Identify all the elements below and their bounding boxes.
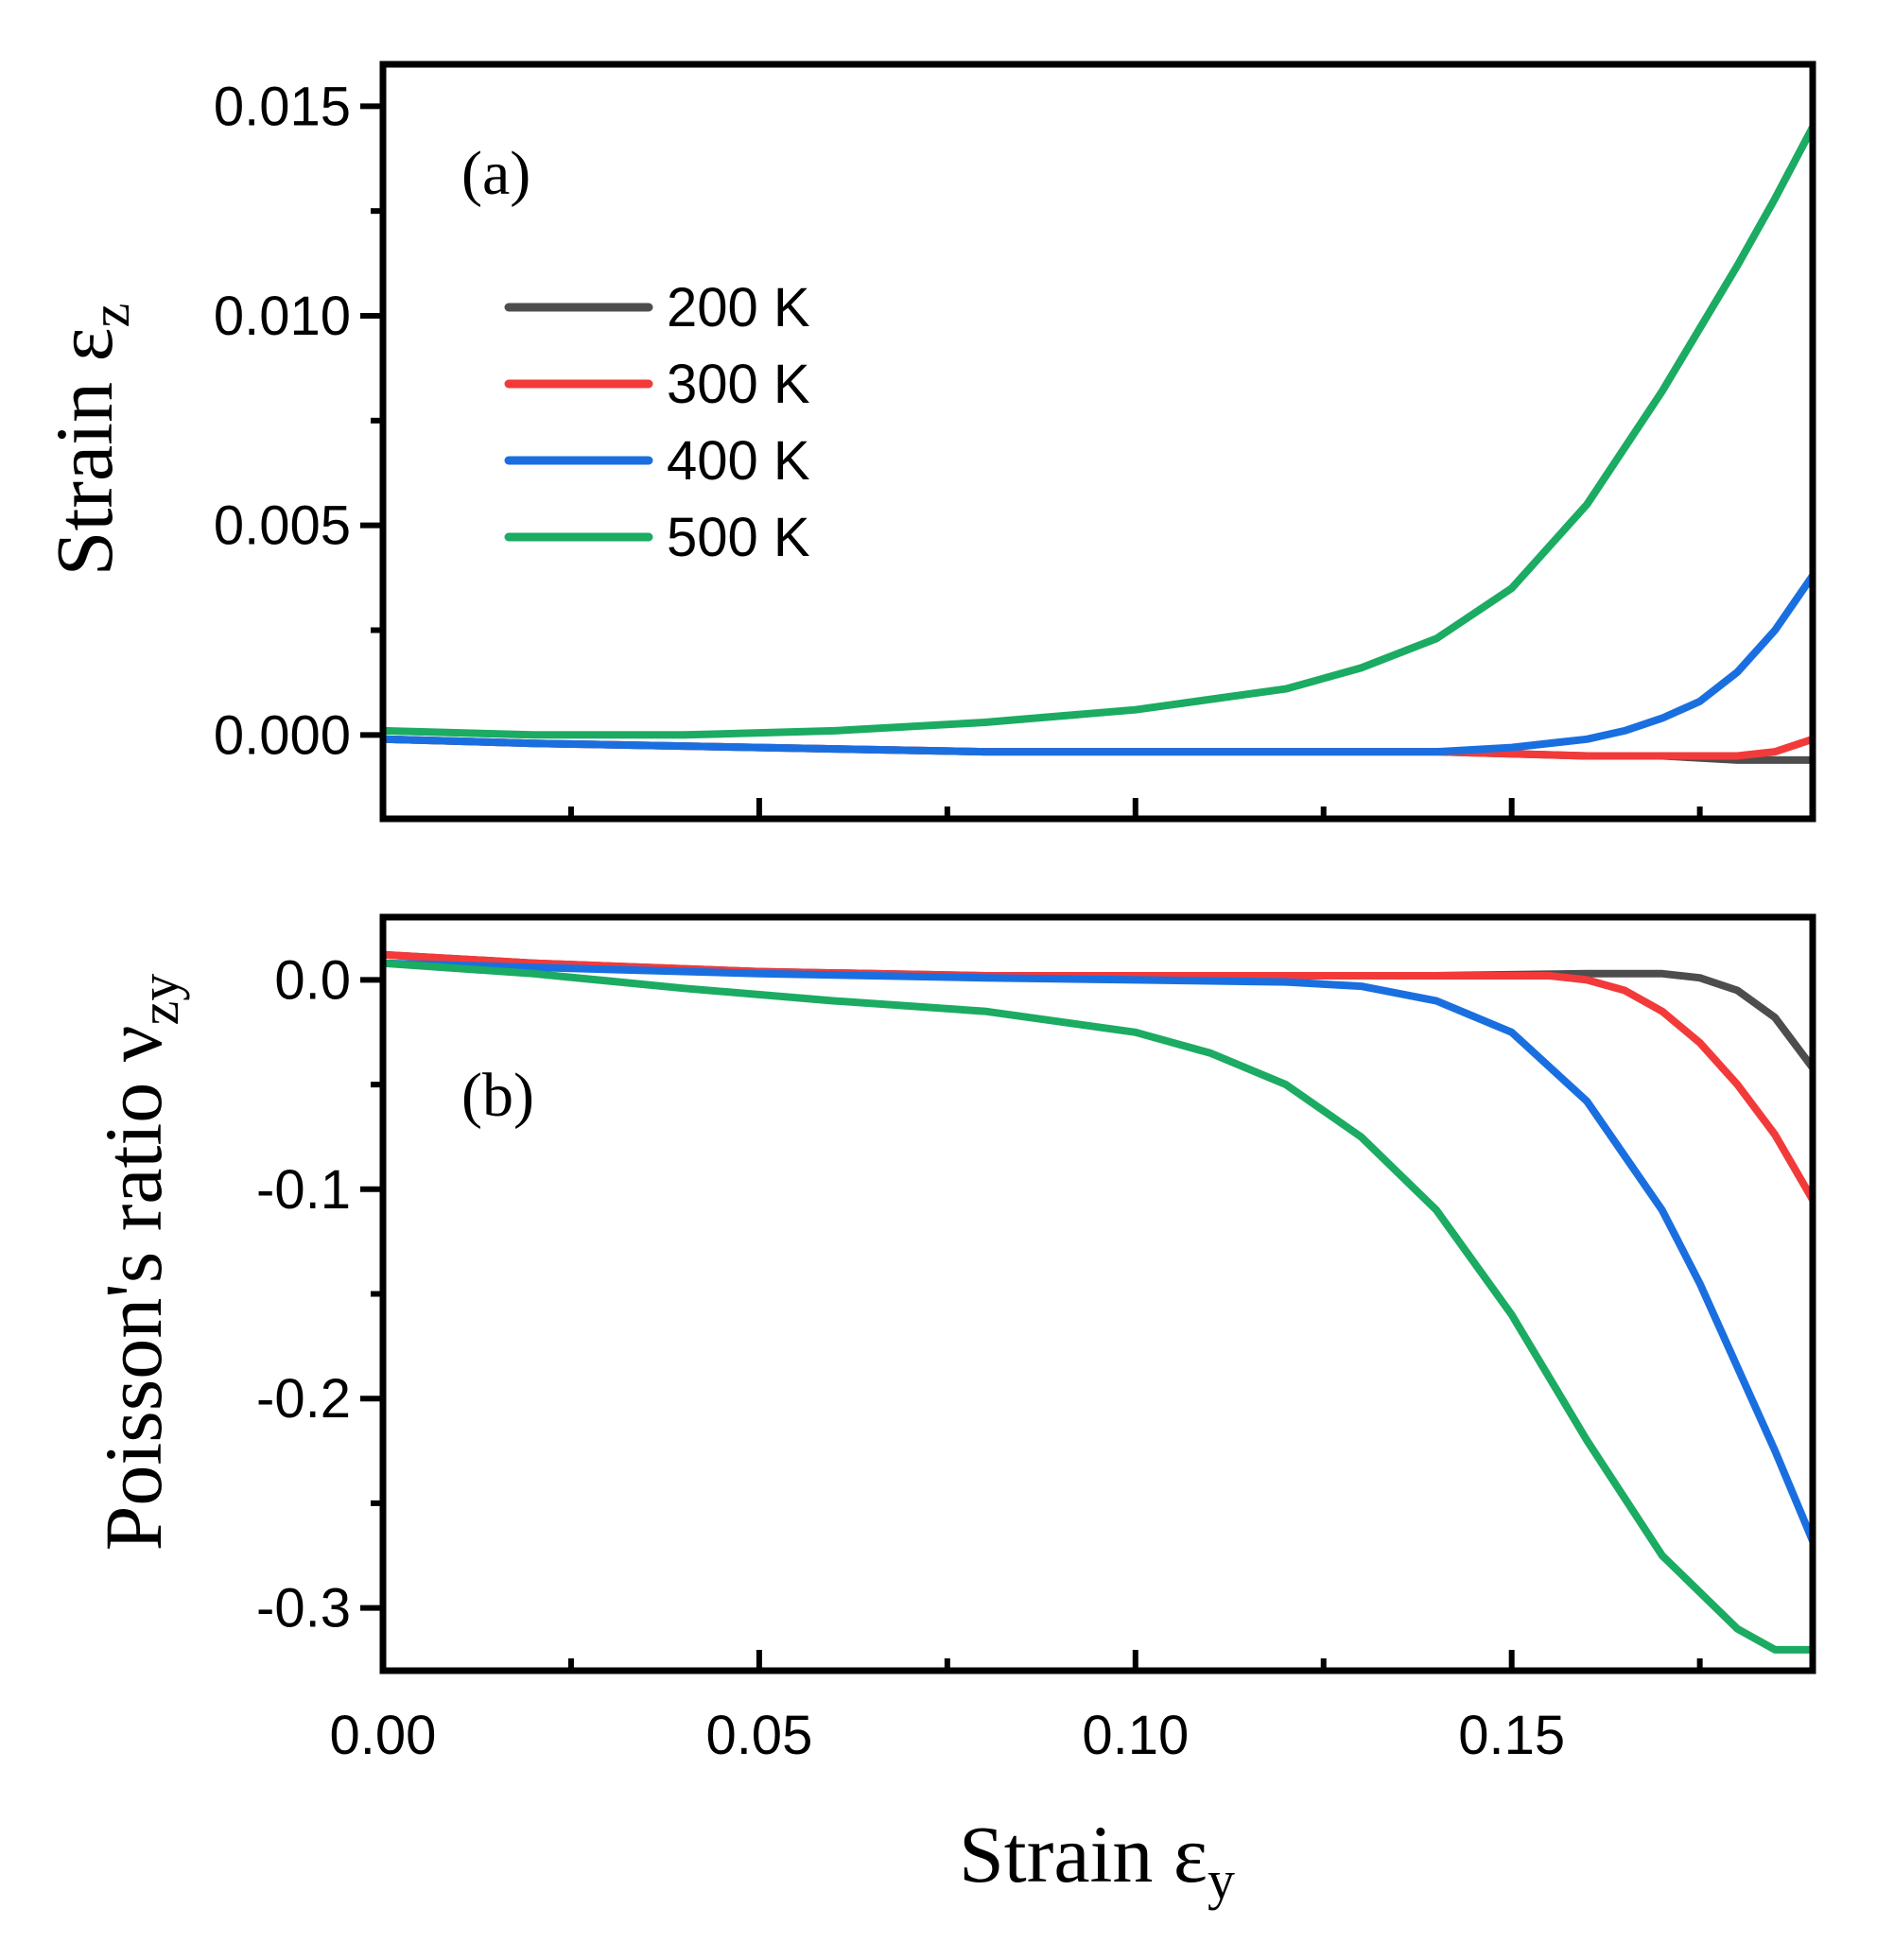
y-tick-label: 0.0 [274, 949, 351, 1011]
legend-label: 300 K [667, 354, 810, 415]
panel-b-series [383, 950, 1813, 1654]
legend-label: 200 K [667, 277, 810, 338]
panel-a-ticks: 0.000 0.005 0.010 0.015 [214, 76, 1703, 819]
y-tick-label: 0.000 [214, 704, 351, 766]
series-line-400-k [383, 571, 1813, 756]
legend-label: 400 K [667, 430, 810, 492]
panel-a: 0.000 0.005 0.010 0.015 (a) 200 K 300 K 400 K… [39, 61, 1816, 823]
y-tick-label: -0.1 [256, 1159, 351, 1221]
panel-b: 0.00 0.05 0.10 0.15 0.0 -0.1 -0.2 -0.3 (b) Pois… [88, 913, 1816, 1766]
y-tick-label: 0.005 [214, 495, 351, 557]
y-tick-label: 0.015 [214, 76, 351, 137]
panel-a-label: (a) [461, 139, 530, 208]
x-tick-label: 0.15 [1458, 1705, 1565, 1766]
series-line-400-k [383, 959, 1813, 1545]
series-line-500-k [383, 123, 1813, 739]
x-axis-title: Strain εy [959, 1809, 1235, 1911]
y-tick-label: 0.010 [214, 286, 351, 347]
series-line-500-k [383, 959, 1813, 1654]
panel-b-label: (b) [461, 1061, 534, 1130]
panel-a-y-axis-title: Strain εz [39, 304, 141, 577]
x-tick-label: 0.05 [705, 1705, 812, 1766]
panel-b-y-axis-title: Poisson's ratio νzy [88, 974, 190, 1552]
legend: 200 K 300 K 400 K 500 K [504, 277, 810, 568]
y-tick-label: -0.2 [256, 1368, 351, 1430]
panel-b-ticks: 0.00 0.05 0.10 0.15 0.0 -0.1 -0.2 -0.3 [256, 949, 1703, 1766]
x-tick-label: 0.10 [1082, 1705, 1189, 1766]
x-tick-label: 0.00 [330, 1705, 437, 1766]
panel-a-frame [379, 61, 1816, 823]
y-tick-label: -0.3 [256, 1578, 351, 1639]
panel-a-series [383, 123, 1813, 764]
legend-label: 500 K [667, 507, 810, 568]
series-line-300-k [383, 950, 1813, 1204]
